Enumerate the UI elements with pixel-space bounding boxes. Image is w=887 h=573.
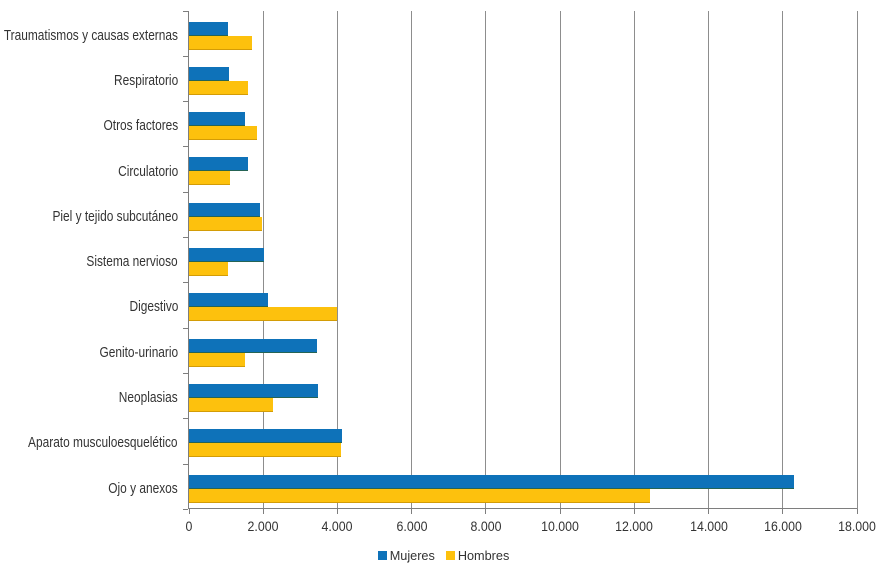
gridline xyxy=(782,11,784,510)
gridline xyxy=(559,11,561,510)
x-tick-label: 0 xyxy=(185,519,193,536)
category-label: Otros factores xyxy=(103,118,178,135)
y-axis-tick xyxy=(183,237,188,238)
bar-mujeres-4 xyxy=(189,202,260,217)
gridline xyxy=(856,11,858,510)
y-axis-tick xyxy=(183,372,188,374)
gridline xyxy=(336,11,338,510)
x-tick-label: 14.000 xyxy=(689,519,728,536)
legend-label-hombres: Hombres xyxy=(457,548,510,563)
y-axis-tick xyxy=(183,418,188,420)
category-label: Sistema nervioso xyxy=(86,254,178,271)
category-label: Ojo y anexos xyxy=(108,480,178,497)
category-label: Traumatismos y causas externas xyxy=(3,27,178,44)
y-axis-tick xyxy=(183,146,188,148)
x-axis-tick xyxy=(336,509,338,514)
category-label: Circulatorio xyxy=(117,163,178,180)
legend-item-mujeres: Mujeres xyxy=(377,548,435,563)
bar-mujeres-6 xyxy=(189,293,269,308)
x-axis-tick xyxy=(188,509,190,514)
x-tick-label: 8.000 xyxy=(470,519,502,536)
legend-swatch-mujeres xyxy=(377,551,387,560)
bar-mujeres-9 xyxy=(189,429,342,444)
legend: Mujeres Hombres xyxy=(0,549,887,563)
gridline xyxy=(708,11,710,510)
x-axis-tick xyxy=(708,509,710,514)
y-axis-tick xyxy=(183,327,188,329)
x-axis-line xyxy=(188,508,858,510)
x-tick-label: 12.000 xyxy=(615,519,654,536)
x-tick-label: 2.000 xyxy=(247,519,279,536)
bar-hombres-7 xyxy=(189,352,246,367)
bar-hombres-2 xyxy=(189,126,258,141)
category-label: Digestivo xyxy=(129,299,178,316)
gridline xyxy=(485,11,487,510)
x-axis-tick xyxy=(856,509,858,514)
gridline xyxy=(633,11,635,510)
category-label: Aparato musculoesquelético xyxy=(28,435,178,452)
bar-mujeres-0 xyxy=(189,21,228,36)
bar-hombres-6 xyxy=(189,307,337,322)
y-axis-tick xyxy=(183,508,188,510)
x-axis-tick xyxy=(411,509,413,514)
bar-mujeres-10 xyxy=(189,474,795,489)
x-tick-label: 16.000 xyxy=(763,519,802,536)
x-tick-label: 6.000 xyxy=(396,519,428,536)
bar-mujeres-2 xyxy=(189,112,246,127)
y-axis-tick xyxy=(183,101,188,103)
bar-hombres-3 xyxy=(189,171,230,186)
bar-hombres-10 xyxy=(189,488,650,503)
category-label: Respiratorio xyxy=(113,72,178,89)
y-axis-tick xyxy=(183,10,188,12)
bar-mujeres-8 xyxy=(189,383,319,398)
x-axis-tick xyxy=(559,509,561,514)
legend-label-mujeres: Mujeres xyxy=(389,548,435,563)
y-axis-tick xyxy=(183,55,188,57)
x-tick-label: 18.000 xyxy=(838,519,876,536)
bar-mujeres-3 xyxy=(189,157,248,172)
x-axis-tick xyxy=(633,509,635,514)
bar-hombres-5 xyxy=(189,262,228,276)
x-axis-tick xyxy=(485,509,487,514)
x-tick-label: 10.000 xyxy=(541,519,580,536)
bar-mujeres-1 xyxy=(189,66,230,81)
bar-hombres-8 xyxy=(189,397,273,412)
y-axis-tick xyxy=(183,463,188,465)
category-label: Genito-urinario xyxy=(99,344,178,361)
legend-swatch-hombres xyxy=(445,551,455,560)
bar-mujeres-7 xyxy=(189,338,318,353)
y-axis-line xyxy=(188,11,189,510)
x-axis-tick xyxy=(782,509,784,514)
bar-hombres-4 xyxy=(189,216,263,231)
bar-hombres-0 xyxy=(189,35,253,50)
bar-hombres-9 xyxy=(189,443,341,458)
bar-hombres-1 xyxy=(189,80,248,95)
category-label: Neoplasias xyxy=(119,390,178,407)
legend-item-hombres: Hombres xyxy=(445,548,510,563)
bar-mujeres-5 xyxy=(189,248,265,262)
y-axis-tick xyxy=(183,191,188,193)
y-axis-tick xyxy=(183,282,188,284)
category-label: Piel y tejido subcutáneo xyxy=(52,208,178,225)
x-axis-tick xyxy=(262,509,264,514)
gridline xyxy=(411,11,413,510)
x-tick-label: 4.000 xyxy=(321,519,353,536)
